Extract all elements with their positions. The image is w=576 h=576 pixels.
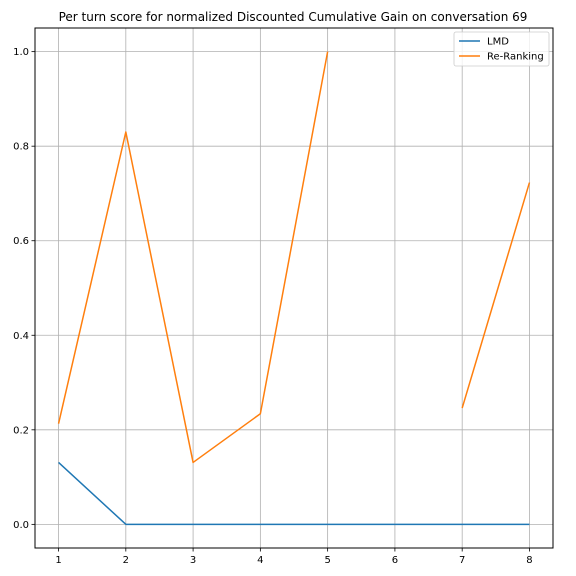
series-line-re-ranking (57, 51, 531, 464)
y-tick-label: 0.2 (13, 425, 29, 436)
y-tick-label: 0.6 (13, 236, 29, 247)
x-tick-label: 7 (459, 555, 465, 566)
legend: LMD Re-Ranking (453, 31, 550, 67)
chart-title: Per turn score for normalized Discounted… (59, 10, 528, 24)
series-line-lmd (58, 461, 530, 526)
legend-label-lmd: LMD (487, 37, 509, 48)
x-tick-label: 3 (190, 555, 196, 566)
legend-label-re-ranking: Re-Ranking (487, 52, 544, 63)
x-tick-label: 6 (392, 555, 398, 566)
x-tick-label: 8 (526, 555, 532, 566)
y-tick-label: 1.0 (13, 47, 29, 58)
y-axis: 0.0 0.2 0.4 0.6 0.8 1.0 (13, 47, 35, 531)
series-layer (57, 51, 531, 526)
y-tick-label: 0.8 (13, 142, 29, 153)
plot-frame (34, 27, 554, 549)
x-tick-label: 2 (123, 555, 129, 566)
x-tick-label: 1 (55, 555, 61, 566)
y-tick-label: 0.0 (13, 520, 29, 531)
x-tick-label: 5 (324, 555, 330, 566)
grid (35, 28, 553, 548)
x-tick-label: 4 (257, 555, 263, 566)
x-axis: 1 2 3 4 5 6 7 8 (55, 548, 533, 566)
y-tick-label: 0.4 (13, 331, 29, 342)
